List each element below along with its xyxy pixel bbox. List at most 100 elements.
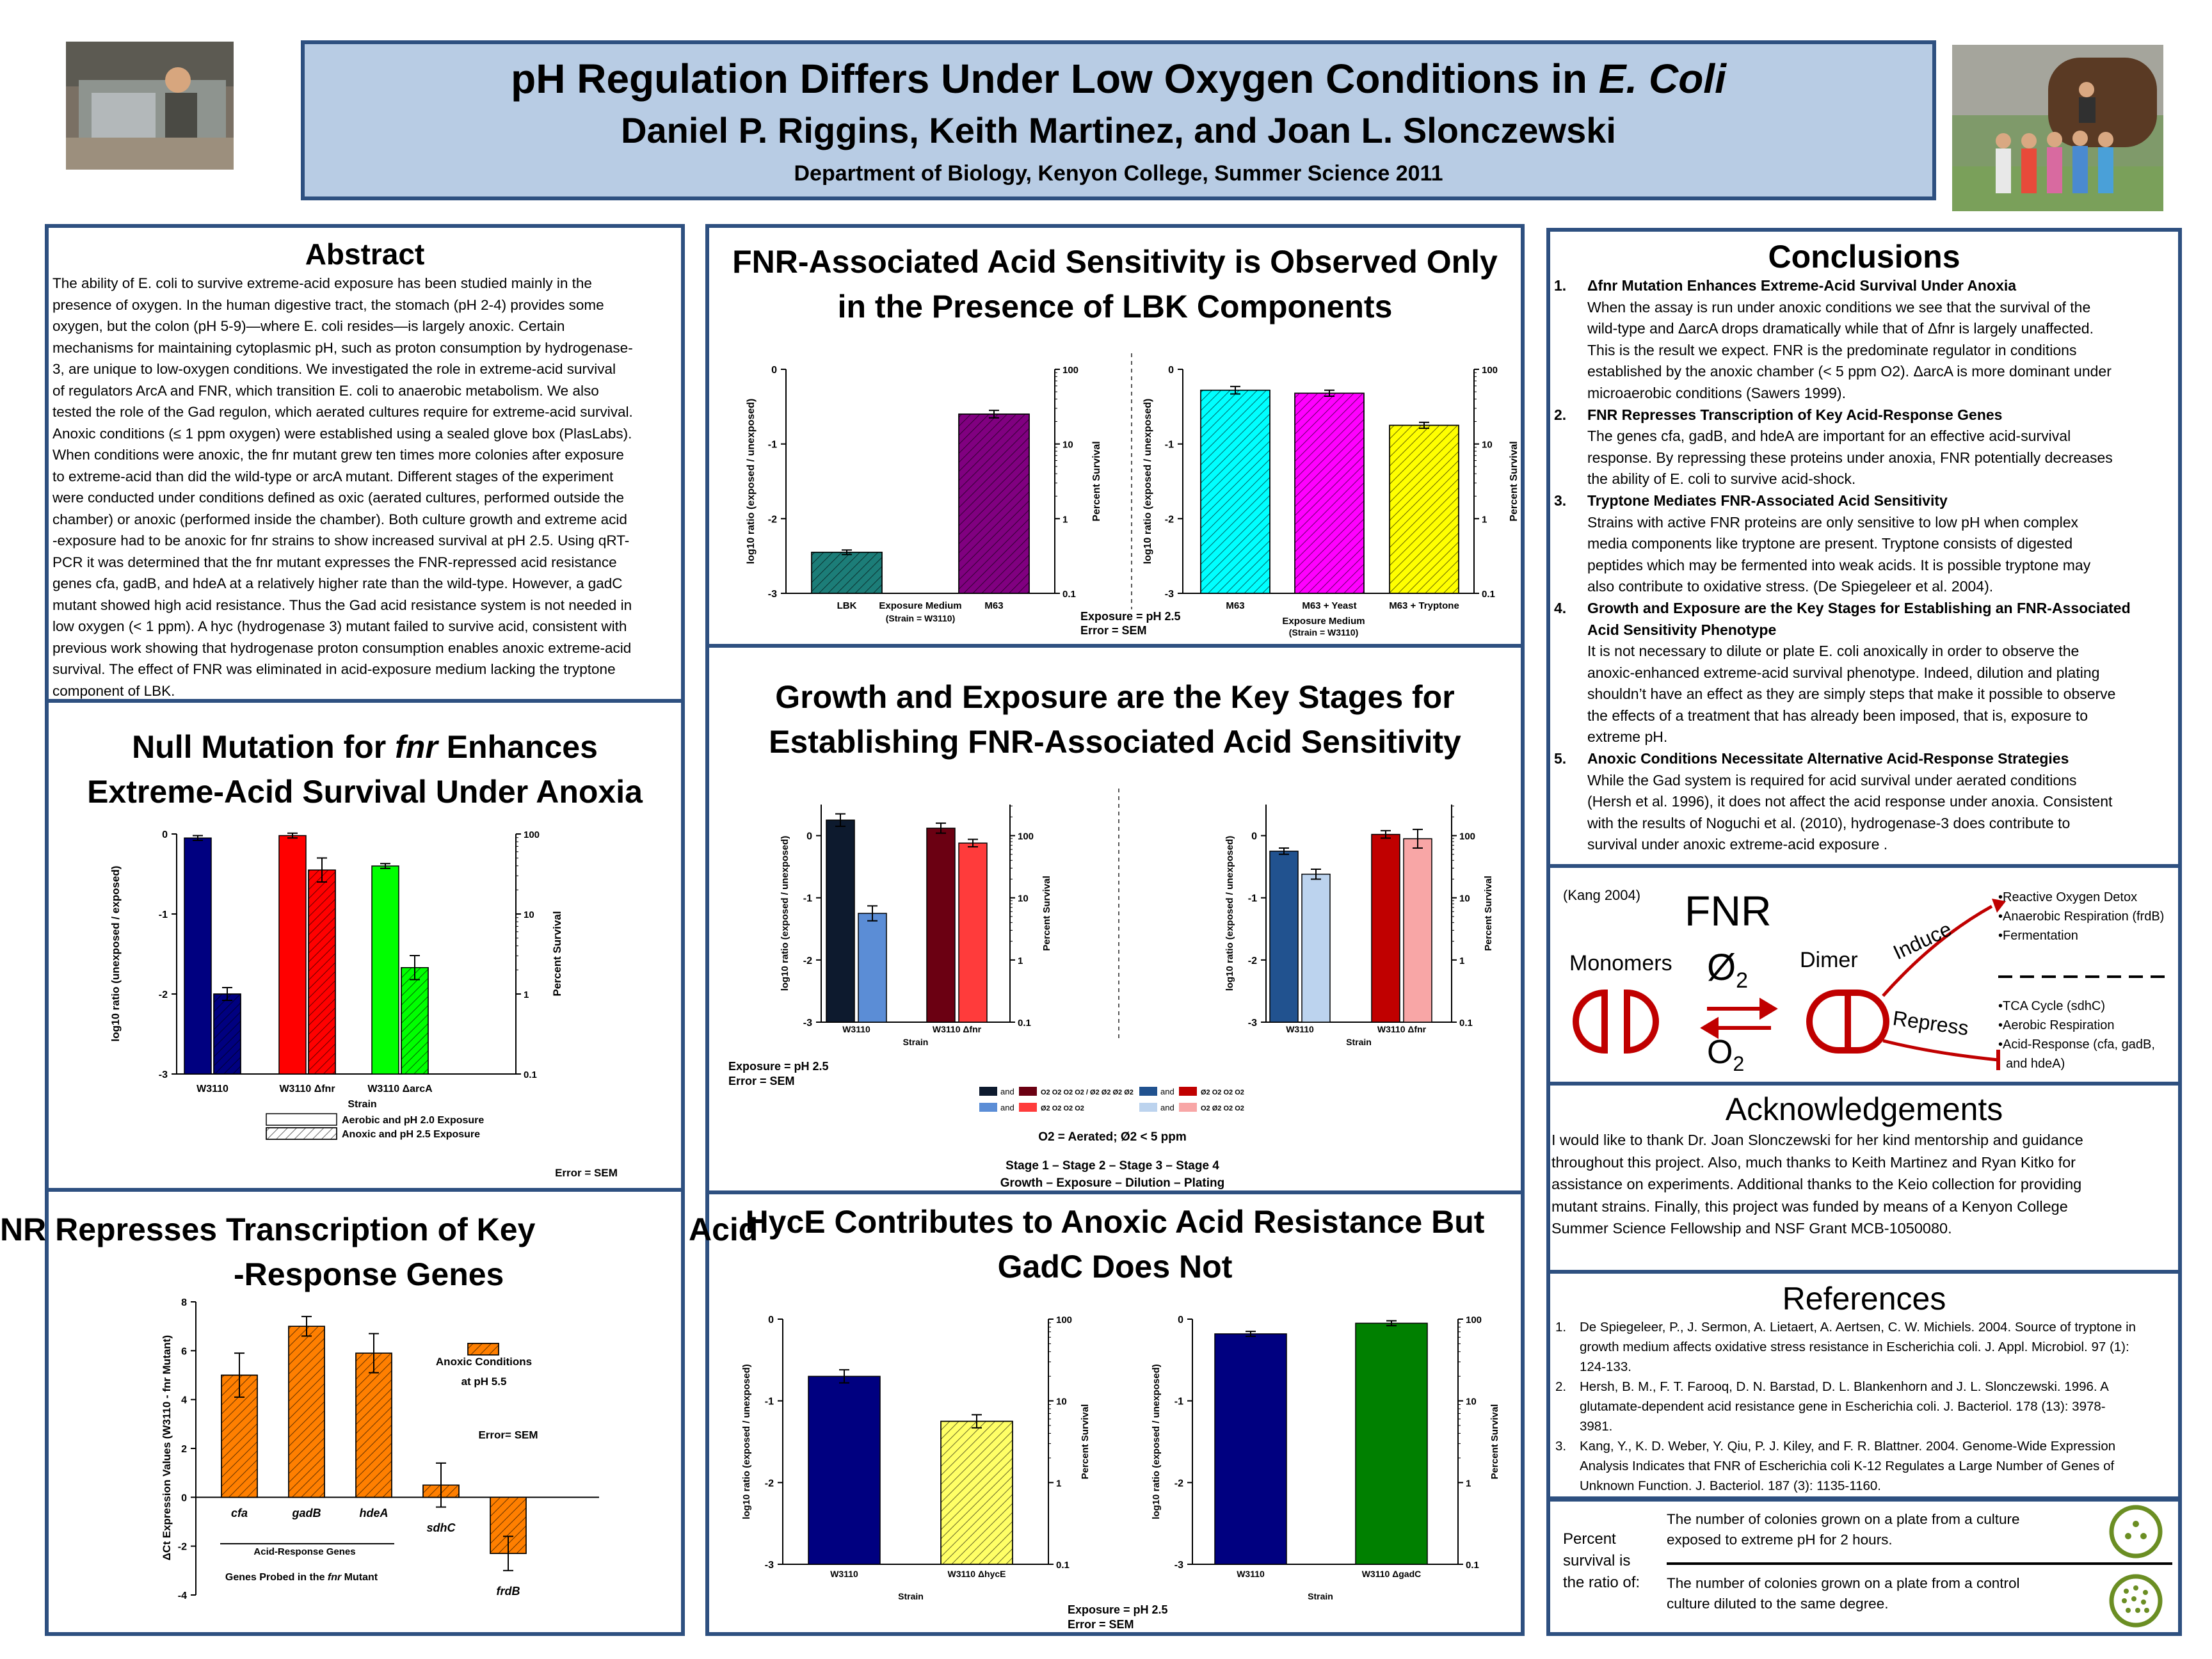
abstract-line: PCR it was determined that the fnr mutan…: [52, 554, 617, 570]
y-axis-label: log10 ratio (exposed / unexposed): [1224, 836, 1235, 991]
reference-line: 2. Hersh, B. M., F. T. Farooq, D. N. Bars…: [1555, 1377, 2176, 1397]
abstract-line: -exposure had to be anoxic for fnr strai…: [52, 533, 630, 549]
growth-exposure-title-2: Establishing FNR-Associated Acid Sensiti…: [769, 724, 1461, 760]
y-tick-label: 6: [181, 1346, 187, 1357]
repress-item: •TCA Cycle (sdhC): [1998, 999, 2105, 1013]
x-tick-label: W3110: [1237, 1569, 1265, 1579]
abstract-text: The ability of E. coli to survive extrem…: [52, 273, 681, 699]
y2-tick-label: 100: [1018, 831, 1034, 842]
stage-bar: [926, 828, 956, 1023]
group-photo-drawing: [1952, 45, 2163, 211]
ack-line: assistance on experiments. Additional th…: [1551, 1176, 2082, 1192]
conclusion-heading-text: Growth and Exposure are the Key Stages f…: [1587, 599, 2131, 616]
survival-label: Percent survival is the ratio of:: [1563, 1528, 1640, 1594]
conclusions-title: Conclusions: [1768, 239, 1960, 275]
legend-label: Ø2 O2 O2 O2: [1201, 1089, 1244, 1096]
abstract-line: genes cfa, gadB, and hdeA at a relativel…: [52, 575, 623, 591]
group-photo: [1952, 45, 2163, 211]
conclusion-body-line: microaerobic conditions (Sawers 1999).: [1587, 384, 1846, 401]
induce-item: •Fermentation: [1998, 929, 2078, 943]
legend-swatch: [1139, 1087, 1157, 1096]
x-tick-label: W3110: [196, 1084, 228, 1094]
stage-bar: [1301, 874, 1331, 1023]
y2-axis-label: Percent Survival: [1041, 876, 1052, 951]
numerator-line: exposed to extreme pH for 2 hours.: [1667, 1532, 1893, 1548]
conclusion-body-line: (Hersh et al. 1996), it does not affect …: [1587, 793, 2113, 810]
reference-line: 124-133.: [1555, 1357, 2176, 1377]
fnr-diagram-panel: (Kang 2004) FNR Monomers Dimer Ø2 O2 Ind…: [1546, 864, 2182, 1086]
m63-bar-hatch: [1389, 424, 1459, 594]
diagram-o2: O2: [1707, 1034, 1744, 1075]
y2-tick-label: 100: [1482, 365, 1498, 376]
conclusion-heading: 1. Δfnr Mutation Enhances Extreme-Acid Su…: [1554, 275, 2178, 297]
x-tick-label: W3110 ΔhycE: [948, 1569, 1006, 1579]
y2-tick-label: 0.1: [1018, 1018, 1031, 1029]
stages-line-1: Stage 1 – Stage 2 – Stage 3 – Stage 4: [1006, 1159, 1219, 1173]
diagram-dimer: Dimer: [1800, 948, 1858, 972]
y2-tick-label: 1: [524, 990, 529, 1000]
y2-tick-label: 0.1: [524, 1070, 537, 1080]
conclusion-body-line: shouldn’t have an effect as they are sim…: [1587, 685, 2116, 703]
x-axis-label: Exposure Medium: [1282, 616, 1365, 627]
exposure-note: Exposure = pH 2.5: [1068, 1603, 1168, 1616]
y2-tick-label: 0.1: [1062, 589, 1076, 600]
abstract-line: The ability of E. coli to survive extrem…: [52, 275, 592, 291]
conclusion-number: 4.: [1554, 599, 1567, 616]
y-axis-label: log10 ratio (exposed / unexposed): [1142, 399, 1153, 565]
conclusion-heading-text: Anoxic Conditions Necessitate Alternativ…: [1587, 750, 2069, 767]
legend-swatch-hatch: [467, 1343, 499, 1356]
x-tick-label: LBK: [837, 600, 857, 611]
aerobic-bar: [278, 835, 307, 1075]
fnr-represses-title-1: NR Represses Transcription of Key: [0, 1212, 536, 1247]
acknowledgements-title: Acknowledgements: [1725, 1091, 2003, 1127]
error-note: Error = SEM: [555, 1167, 618, 1179]
abstract-line: mechanisms for maintaining cytoplasmic p…: [52, 339, 633, 356]
y-tick-label: -2: [1165, 514, 1174, 525]
y2-tick-label: 1: [1466, 1478, 1471, 1489]
legend-swatch: [1179, 1103, 1197, 1112]
y-tick-label: 0: [1251, 831, 1257, 842]
y2-tick-label: 100: [1459, 831, 1475, 842]
conclusion-body-line: When the assay is run under anoxic condi…: [1587, 298, 2091, 316]
y-tick-label: -2: [1248, 956, 1257, 966]
aerobic-bar: [371, 865, 399, 1075]
y-tick-label: 0: [806, 831, 812, 842]
hyce-title-1: HycE Contributes to Anoxic Acid Resistan…: [745, 1204, 1485, 1240]
petri-dish-many-icon: [2109, 1574, 2163, 1628]
acknowledgements-text: I would like to thank Dr. Joan Slonczews…: [1551, 1129, 2178, 1240]
conclusion-number: 2.: [1554, 406, 1567, 423]
poster-title-main: pH Regulation Differs Under Low Oxygen C…: [511, 56, 1599, 102]
repress-item: and hdeA): [2006, 1057, 2065, 1071]
hyce-title-2: GadC Does Not: [997, 1249, 1233, 1285]
conclusion-body-line: the effects of a treatment that has alre…: [1587, 707, 2088, 724]
reference-text: 3981.: [1580, 1419, 1613, 1434]
reference-text: De Spiegeleer, P., J. Sermon, A. Lietaer…: [1580, 1320, 2136, 1334]
y-tick-label: 0: [1168, 365, 1174, 376]
induce-item: •Reactive Oxygen Detox: [1998, 890, 2137, 904]
x-tick-label: W3110: [830, 1569, 858, 1579]
legend-anoxic-swatch-hatch: [266, 1127, 337, 1140]
diagram-repress: Repress: [1891, 1006, 1970, 1039]
conclusion-heading: 4. Growth and Exposure are the Key Stages…: [1554, 598, 2178, 620]
exposure-note: Exposure = pH 2.5: [728, 1060, 829, 1073]
poster-title: pH Regulation Differs Under Low Oxygen C…: [305, 53, 1932, 104]
poster-title-italic: E. Coli: [1598, 56, 1726, 102]
y2-tick-label: 0.1: [1466, 1560, 1479, 1571]
y-axis-label: ΔCt Expression Values (W3110 - fnr Mutan…: [161, 1335, 173, 1560]
null-mutation-title-2: Extreme-Acid Survival Under Anoxia: [87, 774, 643, 810]
legend-swatch: [1179, 1087, 1197, 1096]
equilibrium-arrows: [1700, 997, 1778, 1039]
conclusion-body-line: While the Gad system is required for aci…: [1587, 771, 2077, 789]
reference-line: 3981.: [1555, 1416, 2176, 1436]
conclusion-heading: 5. Anoxic Conditions Necessitate Alternat…: [1554, 748, 2178, 770]
x-tick-label: sdhC: [427, 1521, 456, 1534]
y2-tick-label: 100: [524, 830, 540, 840]
survival-bar: [1214, 1333, 1287, 1565]
error-note: Error = SEM: [1080, 624, 1147, 637]
legend-line-2: at pH 5.5: [461, 1375, 507, 1388]
y2-tick-label: 1: [1482, 514, 1487, 525]
survival-label-2: survival is: [1563, 1552, 1631, 1569]
y-tick-label: 0: [162, 830, 168, 840]
m63-bar-hatch: [1200, 389, 1270, 594]
